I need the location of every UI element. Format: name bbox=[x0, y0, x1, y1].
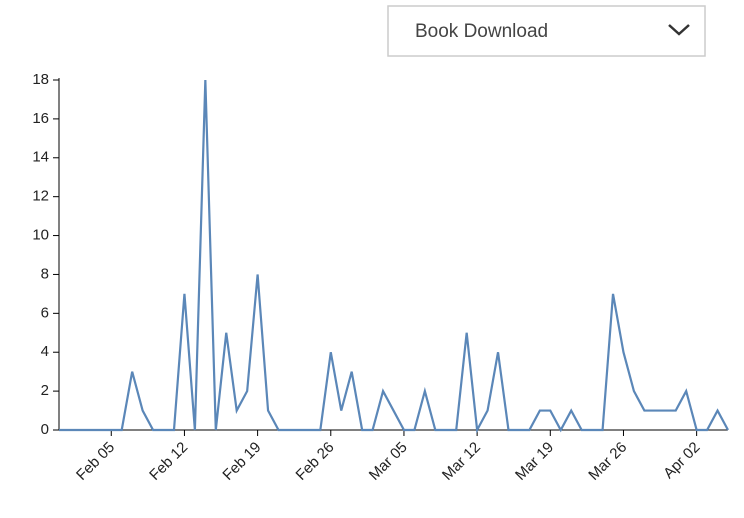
y-tick-label: 0 bbox=[41, 421, 49, 438]
y-tick-label: 10 bbox=[32, 227, 49, 244]
dropdown-chevron bbox=[668, 24, 690, 36]
y-tick-label: 8 bbox=[41, 265, 49, 282]
x-tick-label: Mar 12 bbox=[439, 439, 484, 484]
x-tick-label: Feb 12 bbox=[146, 439, 191, 484]
x-tick-label: Apr 02 bbox=[660, 439, 703, 482]
x-tick-label: Mar 05 bbox=[366, 439, 411, 484]
x-tick-label: Feb 26 bbox=[293, 439, 338, 484]
y-tick-label: 2 bbox=[41, 382, 49, 399]
x-tick-label: Feb 05 bbox=[73, 439, 118, 484]
y-tick-label: 14 bbox=[32, 149, 49, 166]
dropdown-label: Book Download bbox=[415, 21, 548, 42]
x-tick-label: Feb 19 bbox=[219, 439, 264, 484]
y-tick-label: 12 bbox=[32, 188, 49, 205]
dropdown[interactable]: Book Download bbox=[387, 5, 706, 57]
dropdown-box[interactable] bbox=[387, 5, 706, 57]
y-tick-label: 18 bbox=[32, 71, 49, 88]
x-tick-label: Mar 26 bbox=[585, 439, 630, 484]
data-line bbox=[59, 79, 729, 434]
x-tick-label: Mar 19 bbox=[512, 439, 557, 484]
y-tick-label: 4 bbox=[41, 343, 49, 360]
y-tick-label: 6 bbox=[41, 304, 49, 321]
y-tick-label: 16 bbox=[32, 110, 49, 127]
